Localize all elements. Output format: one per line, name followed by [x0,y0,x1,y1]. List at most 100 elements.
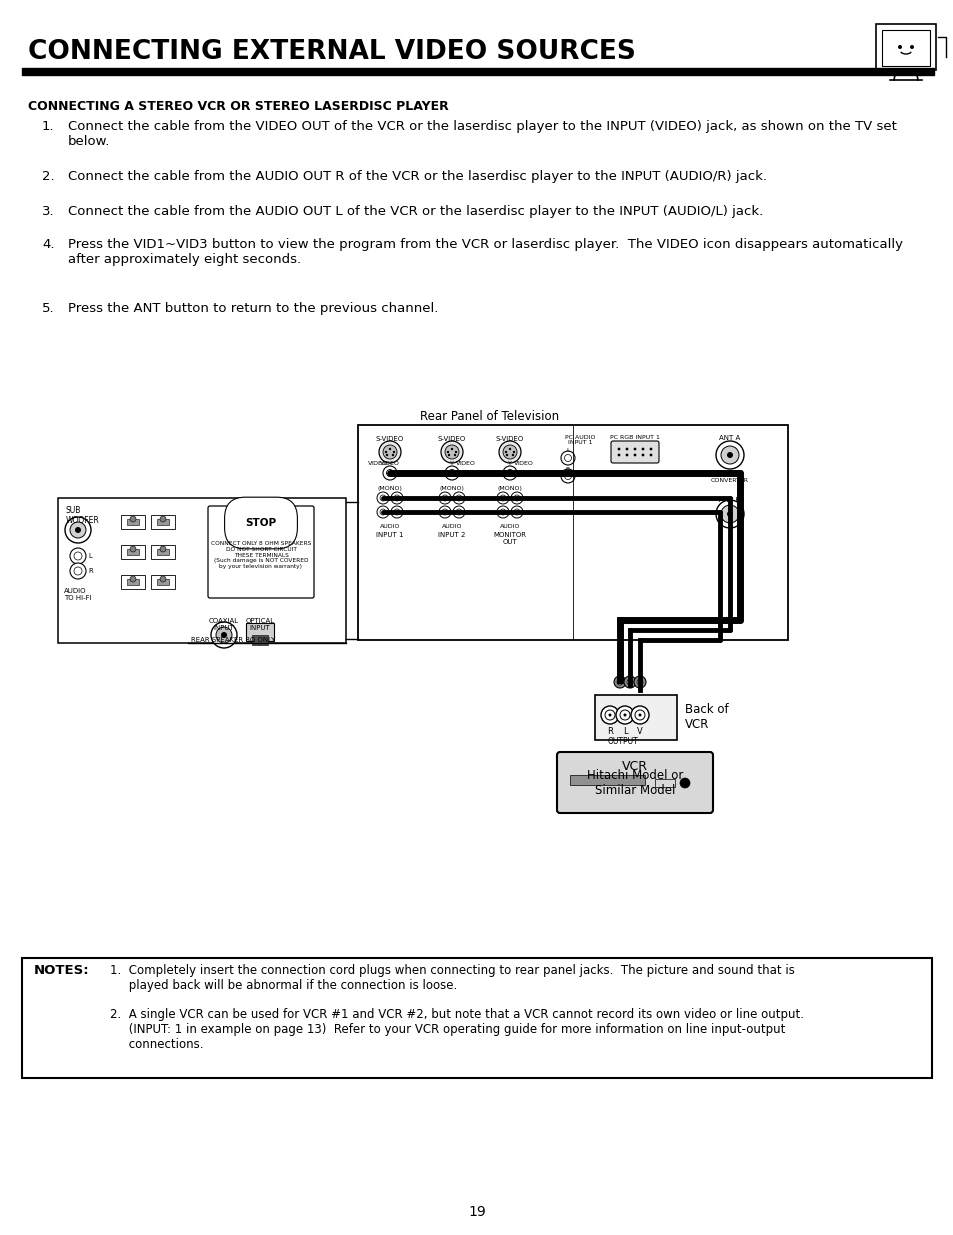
Bar [151,515,174,529]
Text: 19: 19 [468,1205,485,1219]
Circle shape [453,506,464,517]
Text: 5.: 5. [42,303,54,315]
Circle shape [74,552,82,559]
Text: INPUT 1: INPUT 1 [567,440,592,445]
Circle shape [455,451,456,453]
Bar [569,776,644,785]
Bar [246,622,274,641]
Circle shape [391,492,402,504]
Text: L: L [88,553,91,559]
Text: VIDEO: VIDEO [379,461,399,466]
Circle shape [388,472,391,474]
Circle shape [395,511,397,513]
Circle shape [394,495,399,501]
Circle shape [385,453,388,456]
Circle shape [440,441,462,463]
Circle shape [600,706,618,724]
Circle shape [502,445,517,459]
Circle shape [511,506,522,517]
Text: Press the VID1~VID3 button to view the program from the VCR or laserdisc player.: Press the VID1~VID3 button to view the p… [68,238,902,266]
Circle shape [623,676,636,688]
Text: L: L [566,448,569,453]
Circle shape [616,706,634,724]
Text: Press the ANT button to return to the previous channel.: Press the ANT button to return to the pr… [68,303,438,315]
Circle shape [511,492,522,504]
Text: INPUT 1: INPUT 1 [375,532,403,538]
Circle shape [382,445,396,459]
Text: Y: Y [450,461,454,466]
Circle shape [376,492,389,504]
Text: PC RGB INPUT 1: PC RGB INPUT 1 [609,435,659,440]
Text: R: R [606,727,612,736]
Text: VCR: VCR [621,760,647,773]
Circle shape [633,453,636,457]
Text: 4.: 4. [42,238,54,251]
Circle shape [65,517,91,543]
Text: CONNECT ONLY 8 OHM SPEAKERS
DO NOT SHORT CIRCUIT
THESE TERMINALS
(Such damage is: CONNECT ONLY 8 OHM SPEAKERS DO NOT SHORT… [211,541,311,569]
Text: INPUT 2: INPUT 2 [437,532,465,538]
Circle shape [508,448,511,451]
Circle shape [70,563,86,579]
Bar [151,576,174,589]
Circle shape [438,492,451,504]
Bar [655,779,675,787]
Circle shape [499,495,505,501]
Text: (MONO): (MONO) [439,487,464,492]
Circle shape [457,511,459,513]
Text: CONNECTING A STEREO VCR OR STEREO LASERDISC PLAYER: CONNECTING A STEREO VCR OR STEREO LASERD… [28,100,448,112]
Circle shape [441,509,448,515]
Bar [127,579,139,585]
Circle shape [637,679,642,685]
Bar [127,550,139,555]
Bar [595,695,677,740]
Circle shape [453,492,464,504]
Circle shape [70,522,86,538]
Text: 1.  Completely insert the connection cord plugs when connecting to rear panel ja: 1. Completely insert the connection cord… [110,965,794,992]
Circle shape [720,446,739,464]
Circle shape [378,441,400,463]
Circle shape [215,627,232,643]
Text: COAXIAL
INPUT: COAXIAL INPUT [209,618,239,631]
Text: ANT B: ANT B [719,496,740,503]
Text: Back of
VCR: Back of VCR [684,703,728,731]
Circle shape [564,473,571,479]
Circle shape [505,453,508,456]
Circle shape [623,714,626,716]
Circle shape [381,511,384,513]
Circle shape [897,44,901,49]
Circle shape [726,452,732,458]
Circle shape [604,710,615,720]
Circle shape [393,451,395,453]
Circle shape [441,495,448,501]
Circle shape [638,714,640,716]
Text: R: R [88,568,92,574]
Bar [875,23,935,70]
Text: Hitachi Model or
Similar Model: Hitachi Model or Similar Model [586,769,682,797]
Text: CONNECTING EXTERNAL VIDEO SOURCES: CONNECTING EXTERNAL VIDEO SOURCES [28,40,636,65]
Circle shape [511,453,514,456]
Text: L: L [622,727,627,736]
Text: MONITOR
OUT: MONITOR OUT [493,532,526,545]
Text: Connect the cable from the AUDIO OUT L of the VCR or the laserdisc player to the: Connect the cable from the AUDIO OUT L o… [68,205,762,219]
Circle shape [160,546,166,552]
Circle shape [381,496,384,499]
Bar [121,545,145,559]
Text: Rear Panel of Television: Rear Panel of Television [420,410,559,424]
Circle shape [130,576,136,582]
Text: REAR SPEAKER 8Ω ONLY: REAR SPEAKER 8Ω ONLY [191,637,274,643]
Bar [357,425,787,640]
Text: Y: Y [508,461,512,466]
Circle shape [497,506,509,517]
Circle shape [506,469,513,477]
Circle shape [726,511,732,517]
Circle shape [70,548,86,564]
Circle shape [560,469,575,483]
Circle shape [720,505,739,522]
Circle shape [438,506,451,517]
Text: NOTES:: NOTES: [34,965,90,977]
Circle shape [444,445,458,459]
Bar [252,635,268,645]
Bar [127,519,139,525]
Circle shape [450,472,453,474]
Bar [882,30,929,65]
